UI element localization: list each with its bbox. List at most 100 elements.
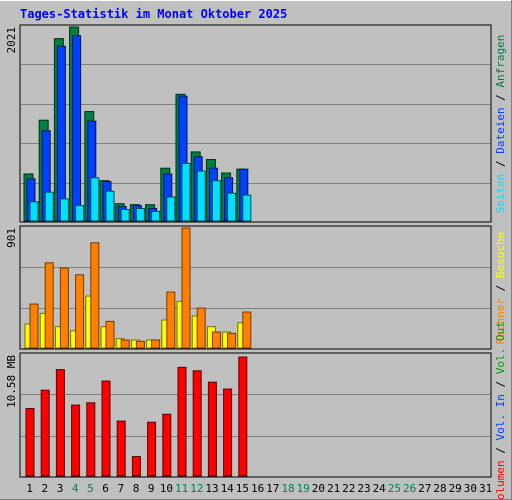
x-axis-day-label: 29 (449, 482, 462, 495)
volume-bar-day-1 (25, 408, 35, 477)
volume-bar-day-12 (192, 370, 202, 477)
volume-bar-day-7 (116, 420, 126, 477)
volume-bar-day-4 (71, 404, 81, 477)
hosts-bar-day-7 (120, 339, 130, 349)
x-axis-day-label: 21 (327, 482, 340, 495)
pages-bar-day-14 (227, 192, 237, 222)
pages-bar-day-2 (44, 191, 54, 222)
hosts-bar-day-4 (75, 274, 85, 349)
pages-bar-day-12 (196, 170, 206, 222)
volume-bar-day-3 (55, 369, 65, 477)
x-axis-day-label: 24 (373, 482, 387, 495)
legend-bottom: Volumen / Vol. In / Vol. Out (494, 321, 507, 500)
visits-panel-ymax-label: 901 (5, 228, 18, 248)
x-axis-day-label: 8 (133, 482, 140, 495)
legend-separator: / (494, 374, 507, 394)
files-bar-day-3 (56, 45, 66, 222)
pages-bar-day-3 (59, 198, 69, 222)
pages-bar-day-13 (211, 180, 221, 222)
x-axis-day-label: 3 (57, 482, 64, 495)
pages-bar-day-5 (90, 177, 100, 222)
legend-top: Seiten / Dateien / Anfragen (494, 35, 507, 214)
volume-panel-ymax-label: 10.58 MB (5, 355, 18, 408)
x-axis-day-label: 11 (175, 482, 188, 495)
x-axis-day-label: 13 (205, 482, 218, 495)
legend-separator: / (494, 154, 507, 174)
pages-bar-day-8 (135, 208, 145, 222)
volume-bar-day-9 (147, 421, 157, 477)
x-axis-day-label: 23 (357, 482, 370, 495)
volume-bar-day-8 (131, 456, 141, 477)
x-axis-day-label: 17 (266, 482, 279, 495)
x-axis-day-label: 25 (388, 482, 401, 495)
legend-item-besuche: Besuche (494, 232, 507, 278)
x-axis-day-label: 5 (87, 482, 94, 495)
x-axis-day-label: 30 (464, 482, 477, 495)
x-axis-day-label: 31 (479, 482, 492, 495)
legend-separator: / (494, 440, 507, 460)
x-axis-day-label: 16 (251, 482, 264, 495)
legend-item-dateien: Dateien (494, 107, 507, 153)
x-axis-day-label: 22 (342, 482, 355, 495)
hosts-bar-day-12 (196, 307, 206, 349)
volume-bar-day-11 (177, 366, 187, 477)
hosts-bar-day-8 (135, 340, 145, 349)
x-axis-day-label: 28 (433, 482, 446, 495)
legend-item-vol-in: Vol. In (494, 394, 507, 440)
volume-bar-day-6 (101, 380, 111, 477)
x-axis-day-label: 18 (281, 482, 294, 495)
pages-bar-day-10 (166, 196, 176, 222)
legend-item-anfragen: Anfragen (494, 35, 507, 88)
x-axis-day-label: 9 (148, 482, 155, 495)
hosts-bar-day-14 (227, 332, 237, 349)
volume-bar-day-15 (238, 356, 248, 477)
x-axis-day-label: 2 (41, 482, 48, 495)
chart-title: Tages-Statistik im Monat Oktober 2025 (20, 7, 288, 21)
hosts-bar-day-9 (151, 339, 161, 349)
requests-panel-ymax-label: 2021 (5, 27, 18, 54)
x-axis-day-label: 19 (297, 482, 310, 495)
pages-bar-day-7 (120, 208, 130, 222)
x-axis-day-label: 14 (221, 482, 235, 495)
volume-bar-day-10 (162, 413, 172, 477)
x-axis-day-label: 6 (102, 482, 109, 495)
x-axis-day-label: 26 (403, 482, 416, 495)
legend-separator: / (494, 278, 507, 298)
volume-bar-day-2 (40, 389, 50, 477)
pages-bar-day-9 (151, 210, 161, 222)
x-axis-day-label: 1 (26, 482, 33, 495)
legend-separator: / (494, 88, 507, 108)
x-axis-day-label: 27 (418, 482, 431, 495)
x-axis-day-label: 4 (72, 482, 79, 495)
hosts-bar-day-1 (29, 303, 39, 349)
volume-bar-day-5 (86, 402, 96, 477)
hosts-bar-day-6 (105, 320, 115, 349)
files-bar-day-4 (72, 35, 82, 222)
pages-bar-day-4 (75, 205, 85, 222)
hosts-bar-day-3 (59, 267, 69, 349)
x-axis-day-label: 15 (236, 482, 249, 495)
legend-item-vol-out: Vol. Out (494, 321, 507, 374)
pages-bar-day-11 (181, 162, 191, 222)
legend-middle: Rechner / Besuche (494, 232, 507, 345)
hosts-bar-day-15 (242, 311, 252, 349)
hosts-bar-day-10 (166, 291, 176, 349)
legend-item-volumen: Volumen (494, 460, 507, 500)
hosts-bar-day-5 (90, 242, 100, 349)
pages-bar-day-6 (105, 190, 115, 222)
hosts-bar-day-13 (211, 331, 221, 349)
pages-bar-day-1 (29, 201, 39, 222)
volume-panel-background (19, 352, 492, 478)
hosts-bar-day-2 (44, 262, 54, 349)
x-axis-day-label: 10 (160, 482, 173, 495)
x-axis-day-label: 20 (312, 482, 325, 495)
legend-item-rechner: Rechner (494, 298, 507, 345)
x-axis-day-label: 12 (190, 482, 203, 495)
legend-item-seiten: Seiten (494, 174, 507, 214)
x-axis-day-label: 7 (117, 482, 124, 495)
pages-bar-day-15 (242, 194, 252, 222)
volume-bar-day-14 (223, 388, 233, 477)
volume-bar-day-13 (207, 381, 217, 477)
